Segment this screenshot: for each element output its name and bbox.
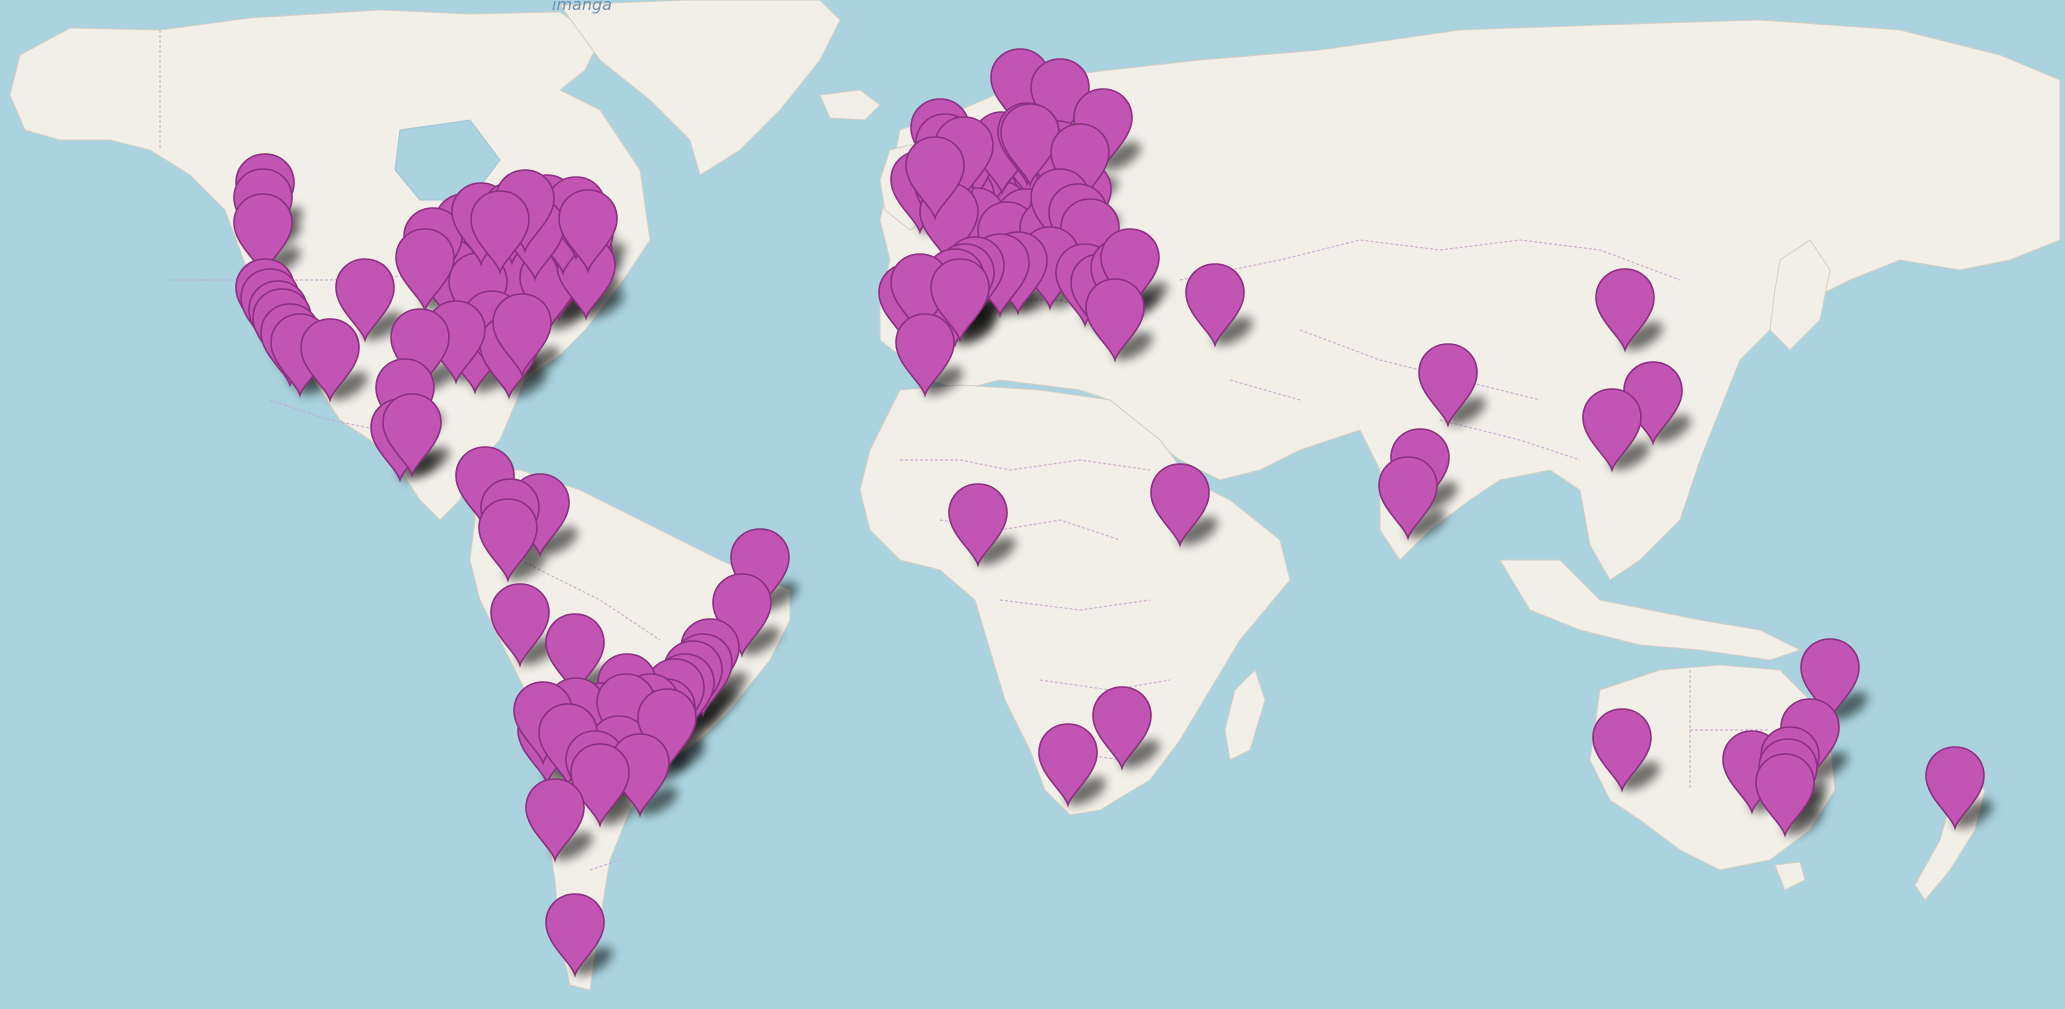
map-pin-shadow: [1213, 316, 1253, 345]
map-pin-icon[interactable]: [1150, 463, 1210, 548]
map-pin-icon[interactable]: [382, 393, 442, 478]
map-place-label: imanga: [552, 0, 612, 14]
madagascar: [1224, 669, 1266, 761]
map-pin-icon[interactable]: [1800, 638, 1860, 723]
map-pin-icon[interactable]: [1755, 753, 1815, 838]
map-pin-shadow: [1610, 442, 1650, 470]
map-pin-icon[interactable]: [1100, 228, 1160, 313]
japan: [1769, 239, 1831, 351]
map-pin-icon[interactable]: [1418, 343, 1478, 428]
map-pin-shadow: [1066, 777, 1106, 805]
map-pin-icon[interactable]: [1085, 278, 1145, 363]
map-pin-icon[interactable]: [525, 778, 585, 863]
map-pin-shadow: [1113, 332, 1153, 360]
map-pin-shadow: [1446, 397, 1486, 426]
map-pin-icon[interactable]: [1592, 708, 1652, 793]
map-pin-icon[interactable]: [948, 483, 1008, 568]
map-pin-icon[interactable]: [895, 313, 955, 398]
map-pin-icon[interactable]: [490, 583, 550, 668]
southeast-asia-islands: [1499, 559, 1802, 661]
map-pin-icon[interactable]: [335, 258, 395, 343]
map-pin-shadow: [1406, 510, 1446, 538]
map-pin-shadow: [665, 742, 705, 770]
marker-layer: [233, 48, 1993, 978]
map-pin-icon[interactable]: [905, 136, 965, 221]
map-pin-shadow: [1101, 142, 1141, 170]
map-pin-shadow: [363, 312, 403, 340]
map-pin-icon[interactable]: [1925, 746, 1985, 831]
map-pin-icon[interactable]: [300, 318, 360, 403]
map-pin-shadow: [1178, 517, 1218, 545]
map-pin-shadow: [1651, 414, 1691, 443]
map-pin-icon[interactable]: [1038, 723, 1098, 808]
map-pin-icon[interactable]: [930, 258, 990, 343]
map-pin-icon[interactable]: [470, 190, 530, 275]
map-pin-shadow: [1808, 752, 1848, 780]
iceland: [819, 89, 881, 121]
us-mexico-border: [269, 399, 411, 471]
map-pin-shadow: [553, 832, 593, 860]
map-pin-shadow: [1953, 799, 1993, 828]
tasmania: [1774, 861, 1806, 891]
eurasia: [879, 19, 2061, 581]
map-pin-shadow: [638, 787, 678, 815]
map-pin-shadow: [1620, 762, 1660, 790]
map-pin-icon[interactable]: [1595, 268, 1655, 353]
map-pin-shadow: [976, 537, 1016, 565]
map-pin-shadow: [1623, 322, 1663, 350]
map-pin-shadow: [1828, 692, 1868, 720]
map-pin-icon[interactable]: [395, 228, 455, 313]
map-pin-icon[interactable]: [1582, 388, 1642, 473]
map-pin-shadow: [538, 527, 578, 555]
map-pin-icon[interactable]: [492, 293, 552, 378]
map-pin-shadow: [507, 369, 547, 397]
map-pin-shadow: [958, 312, 998, 340]
map-pin-shadow: [547, 302, 587, 330]
map-pin-icon[interactable]: [233, 193, 293, 278]
map-pin-shadow: [923, 367, 963, 395]
map-pin-shadow: [328, 372, 368, 400]
map-pin-shadow: [584, 290, 624, 318]
map-pin-shadow: [410, 447, 450, 475]
africa-borders: [900, 459, 1171, 761]
map-pin-icon[interactable]: [1092, 686, 1152, 771]
map-pin-icon[interactable]: [478, 498, 538, 583]
map-pin-icon[interactable]: [545, 613, 605, 698]
map-pin-shadow: [506, 552, 546, 580]
map-pin-icon[interactable]: [1378, 456, 1438, 541]
map-pin-icon[interactable]: [558, 189, 618, 274]
map-pin-icon[interactable]: [390, 308, 450, 393]
map-pin-icon[interactable]: [545, 893, 605, 978]
map-pin-shadow: [1120, 740, 1160, 768]
map-pin-shadow: [598, 797, 638, 825]
australia-borders: [1689, 670, 1770, 790]
map-pin-icon[interactable]: [1185, 263, 1245, 348]
map-pin-shadow: [1783, 807, 1823, 835]
map-pin-shadow: [573, 947, 613, 975]
greenland: [559, 0, 841, 176]
map-pin-shadow: [740, 627, 780, 655]
